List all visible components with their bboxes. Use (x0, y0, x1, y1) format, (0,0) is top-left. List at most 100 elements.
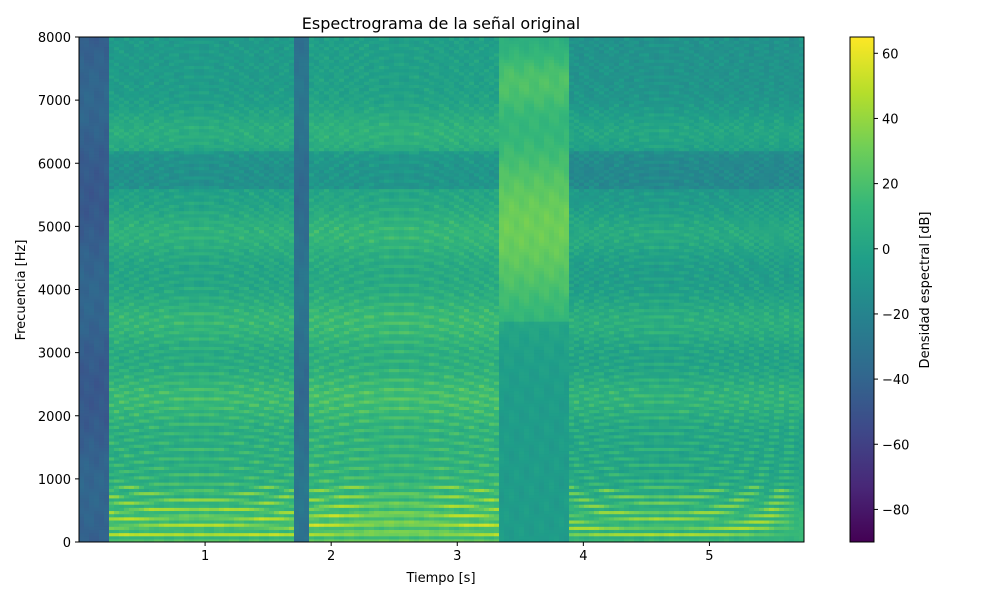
heatmap-cell (154, 210, 160, 215)
heatmap-cell (209, 194, 215, 199)
heatmap-cell (104, 336, 110, 341)
heatmap-cell (89, 434, 95, 439)
heatmap-cell (144, 59, 150, 63)
heatmap-cell (134, 349, 140, 354)
heatmap-cell (209, 191, 215, 196)
heatmap-cell (119, 276, 125, 281)
heatmap-cell (169, 529, 175, 534)
heatmap-cell (174, 100, 180, 104)
heatmap-cell (189, 128, 195, 133)
heatmap-cell (159, 321, 165, 325)
heatmap-cell (219, 242, 225, 246)
heatmap-cell (139, 119, 145, 123)
heatmap-cell (114, 510, 120, 515)
heatmap-cell (164, 396, 170, 401)
heatmap-cell (174, 216, 180, 221)
heatmap-cell (159, 453, 165, 458)
heatmap-cell (119, 242, 125, 246)
heatmap-cell (139, 330, 145, 335)
heatmap-cell (109, 115, 115, 120)
heatmap-cell (104, 469, 110, 474)
heatmap-cell (139, 488, 145, 493)
heatmap-cell (79, 254, 85, 259)
heatmap-cell (154, 144, 160, 149)
heatmap-cell (154, 311, 160, 316)
heatmap-cell (204, 409, 210, 414)
heatmap-cell (179, 463, 185, 467)
heatmap-cell (89, 437, 95, 442)
heatmap-cell (179, 317, 185, 322)
heatmap-cell (184, 84, 190, 89)
heatmap-cell (134, 526, 140, 530)
heatmap-cell (114, 358, 120, 363)
heatmap-cell (184, 248, 190, 253)
heatmap-cell (194, 179, 200, 183)
heatmap-cell (179, 418, 185, 423)
heatmap-cell (169, 305, 175, 310)
heatmap-cell (169, 516, 175, 521)
heatmap-cell (104, 93, 110, 98)
heatmap-cell (99, 422, 105, 426)
heatmap-cell (84, 507, 90, 512)
heatmap-cell (179, 229, 185, 234)
heatmap-cell (164, 267, 170, 272)
heatmap-cell (139, 134, 145, 139)
heatmap-cell (139, 109, 145, 114)
heatmap-cell (169, 302, 175, 306)
heatmap-cell (84, 286, 90, 291)
heatmap-cell (119, 68, 125, 73)
heatmap-cell (194, 144, 200, 149)
heatmap-cell (174, 519, 180, 524)
heatmap-cell (129, 469, 135, 474)
heatmap-cell (184, 377, 190, 382)
heatmap-cell (104, 112, 110, 117)
heatmap-cell (174, 46, 180, 51)
heatmap-cell (99, 355, 105, 360)
heatmap-cell (209, 305, 215, 310)
heatmap-cell (124, 264, 130, 269)
heatmap-cell (114, 381, 120, 385)
heatmap-cell (154, 387, 160, 392)
heatmap-cell (169, 115, 175, 120)
heatmap-cell (199, 169, 205, 174)
heatmap-cell (99, 469, 105, 474)
heatmap-cell (174, 406, 180, 411)
heatmap-cell (219, 223, 225, 227)
heatmap-cell (184, 267, 190, 272)
heatmap-cell (139, 289, 145, 294)
heatmap-cell (124, 226, 130, 231)
heatmap-cell (104, 519, 110, 524)
heatmap-cell (189, 336, 195, 341)
heatmap-cell (204, 81, 210, 85)
heatmap-cell (104, 194, 110, 199)
heatmap-cell (129, 43, 135, 48)
heatmap-cell (169, 390, 175, 395)
heatmap-cell (119, 412, 125, 417)
heatmap-cell (179, 377, 185, 382)
heatmap-cell (124, 450, 130, 455)
heatmap-cell (94, 314, 100, 319)
heatmap-cell (79, 267, 85, 272)
heatmap-cell (79, 403, 85, 407)
heatmap-cell (99, 437, 105, 442)
heatmap-cell (119, 497, 125, 502)
heatmap-cell (84, 321, 90, 325)
heatmap-cell (214, 441, 220, 445)
heatmap-cell (134, 204, 140, 209)
heatmap-cell (144, 239, 150, 243)
heatmap-cell (219, 482, 225, 486)
heatmap-cell (174, 415, 180, 420)
heatmap-cell (184, 40, 190, 44)
heatmap-cell (99, 431, 105, 436)
heatmap-cell (84, 466, 90, 471)
heatmap-cell (79, 156, 85, 161)
heatmap-cell (79, 447, 85, 452)
heatmap-cell (144, 81, 150, 85)
heatmap-cell (119, 415, 125, 420)
heatmap-cell (129, 538, 135, 542)
heatmap-cell (149, 223, 155, 227)
heatmap-cell (114, 74, 120, 79)
heatmap-cell (194, 270, 200, 275)
heatmap-cell (219, 257, 225, 262)
heatmap-cell (189, 46, 195, 51)
